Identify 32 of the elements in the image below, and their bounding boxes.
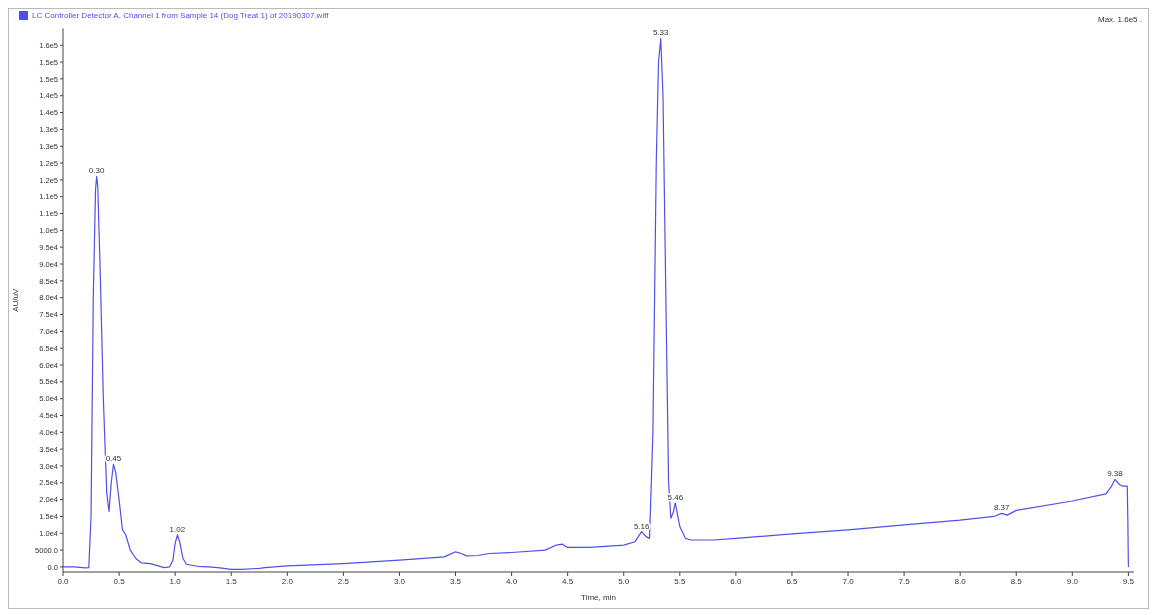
legend-label: LC Controller Detector A, Channel 1 from Sample 14 (Dog Treat 1) of 20190307.wiff [32, 11, 329, 20]
x-axis-title: Time, min [581, 593, 616, 602]
x-tick-label: 0.0 [57, 576, 70, 586]
x-tick-label: 3.5 [449, 576, 462, 586]
x-tick-label: 6.5 [786, 576, 799, 586]
x-tick-label: 4.0 [506, 576, 518, 586]
x-tick-label: 7.5 [898, 576, 911, 586]
annotation: 0.45 [105, 454, 122, 464]
x-tick-label: 3.0 [393, 576, 406, 586]
annotation: 5.33 [652, 28, 670, 38]
x-tick-label: 8.0 [954, 576, 967, 586]
annotation: 9.38 [1107, 469, 1124, 479]
annotation: 5.16 [633, 521, 651, 531]
x-tick-label: 6.0 [730, 576, 742, 586]
x-tick-label: 1.0 [169, 576, 182, 586]
text: Max. 1.6e5 . [1097, 15, 1142, 24]
x-tick-label: 8.5 [1010, 576, 1023, 586]
x-tick-label: 0.5 [113, 576, 126, 586]
annotation: 1.02 [169, 524, 186, 534]
annotation: 8.37 [993, 503, 1010, 513]
x-tick-label: 9.5 [1122, 576, 1135, 586]
x-tick-label: 2.5 [337, 576, 350, 586]
x-tick-label: 5.0 [618, 576, 630, 586]
x-tick-label: 2.0 [281, 576, 294, 586]
x-tick-label: 7.0 [842, 576, 855, 586]
x-tick-label: 9.0 [1066, 576, 1079, 586]
x-tick-label: 1.5 [225, 576, 238, 586]
x-tick-label: 4.5 [562, 576, 574, 586]
y-axis-title: AU/uV [10, 287, 20, 312]
line-series [63, 37, 1129, 570]
annotation: 0.30 [88, 166, 105, 176]
x-tick-label: 5.5 [674, 576, 686, 586]
